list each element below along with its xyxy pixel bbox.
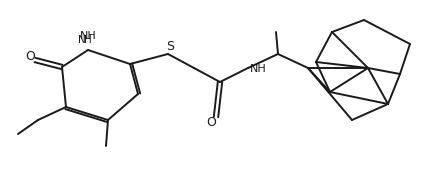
Text: N: N	[78, 35, 86, 45]
Text: NH: NH	[250, 64, 267, 74]
Text: O: O	[206, 116, 216, 128]
Text: H: H	[84, 35, 92, 45]
Text: S: S	[166, 40, 174, 52]
Text: NH: NH	[79, 31, 96, 41]
Text: O: O	[25, 50, 35, 62]
